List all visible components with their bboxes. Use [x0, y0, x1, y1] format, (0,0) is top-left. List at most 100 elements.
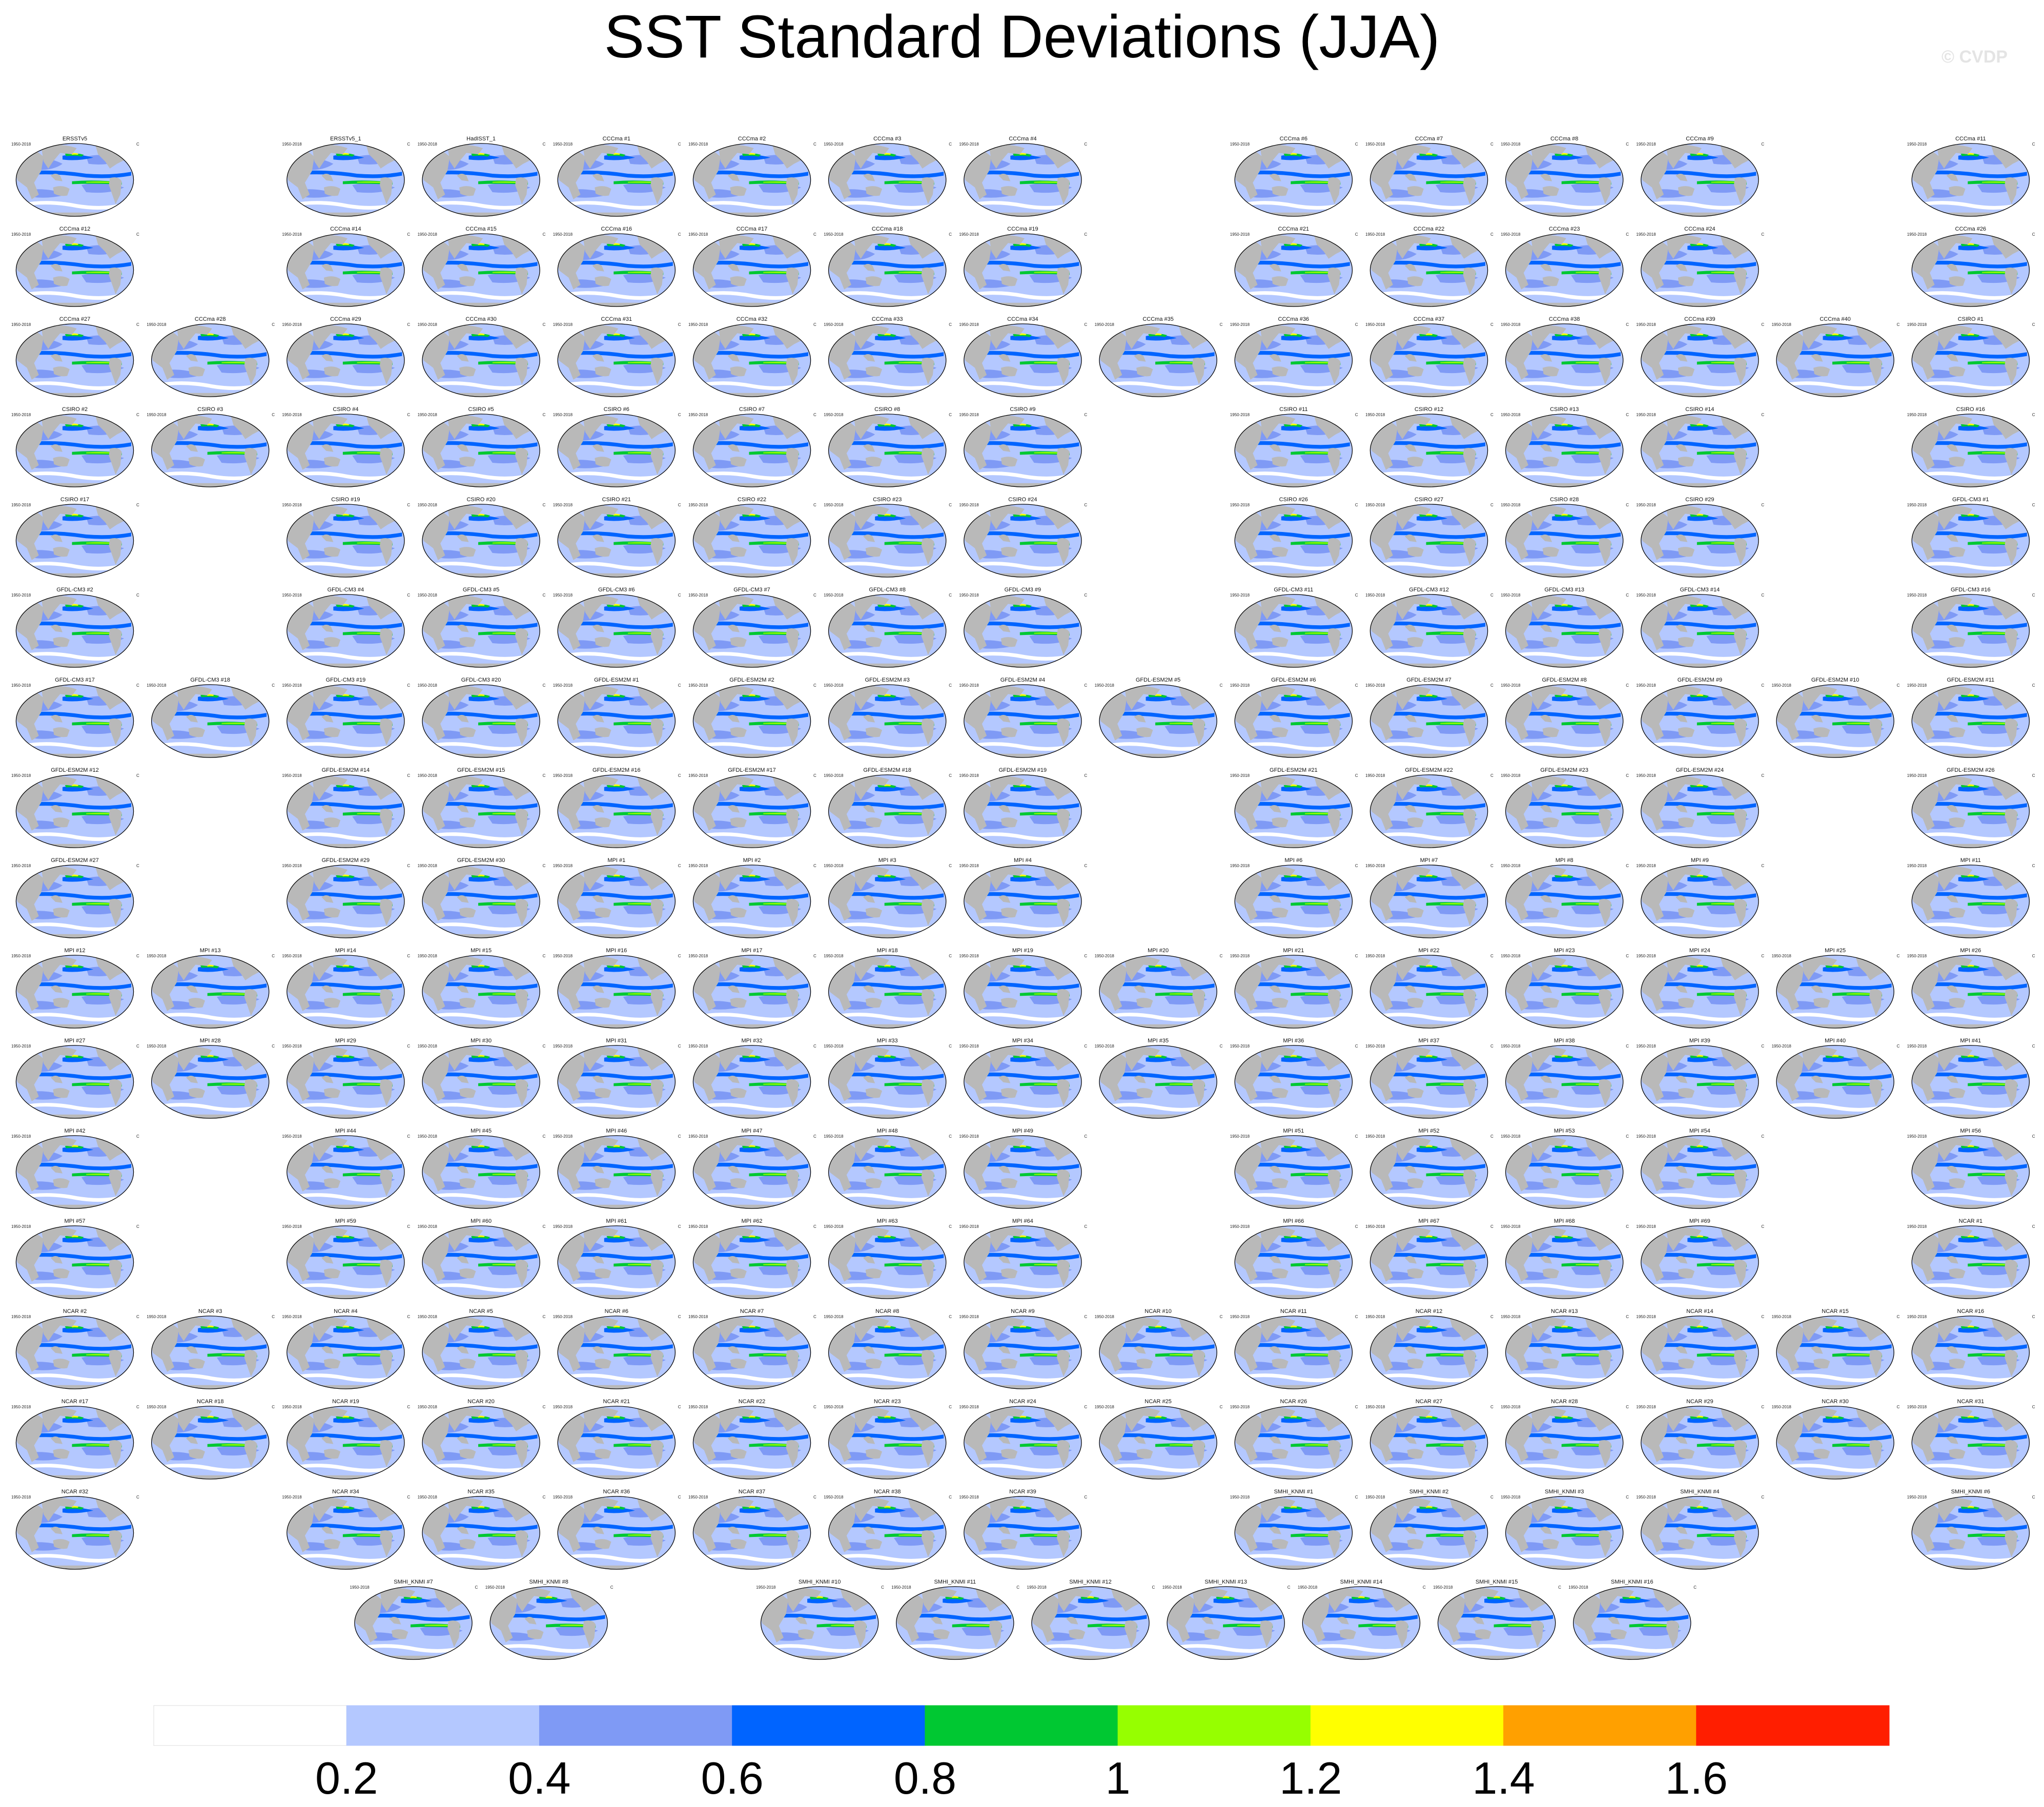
- map-panel: CCCma #29 1950-2018 C: [282, 316, 410, 398]
- map-panel-units: C: [407, 1315, 410, 1319]
- map-panel-period: 1950-2018: [1501, 683, 1521, 688]
- map-panel-period: 1950-2018: [282, 593, 302, 598]
- map-panel-period: 1950-2018: [147, 322, 167, 327]
- colorbar-swatch: [1117, 1705, 1311, 1746]
- map-panel-units: C: [543, 773, 546, 778]
- map-panel-image: [286, 233, 405, 307]
- map-panel-units: C: [1761, 232, 1764, 237]
- map-panel-period: 1950-2018: [282, 1315, 302, 1319]
- map-panel: NCAR #23 1950-2018 C: [824, 1399, 952, 1480]
- map-panel-image: [557, 1135, 676, 1209]
- map-panel-title: MPI #56: [1960, 1128, 1981, 1134]
- map-panel-image: [1640, 684, 1760, 758]
- map-panel-period: 1950-2018: [688, 773, 708, 778]
- map-panel-period: 1950-2018: [1365, 142, 1385, 147]
- map-panel-title: NCAR #16: [1957, 1308, 1985, 1315]
- map-panel: GFDL-CM3 #8 1950-2018 C: [824, 587, 952, 668]
- map-panel-title: NCAR #1: [1959, 1218, 1982, 1224]
- map-panel-title: GFDL-ESM2M #21: [1270, 767, 1318, 773]
- map-panel-period: 1950-2018: [1907, 1405, 1927, 1409]
- map-panel-image: [828, 684, 947, 758]
- map-panel-title: MPI #19: [1012, 948, 1033, 954]
- map-panel-period: 1950-2018: [11, 773, 31, 778]
- map-panel-units: C: [543, 864, 546, 868]
- map-panel-title: MPI #1: [607, 857, 625, 864]
- map-panel-period: 1950-2018: [824, 142, 844, 147]
- map-panel-title: MPI #8: [1556, 857, 1573, 864]
- map-panel-period: 1950-2018: [1907, 322, 1927, 327]
- map-panel-image: [15, 593, 135, 668]
- map-panel-period: 1950-2018: [1568, 1585, 1588, 1590]
- map-panel-period: 1950-2018: [824, 322, 844, 327]
- map-panel: CSIRO #19 1950-2018 C: [282, 497, 410, 578]
- map-panel-period: 1950-2018: [418, 1315, 438, 1319]
- map-panel-image: [1775, 323, 1895, 398]
- map-panel-period: 1950-2018: [824, 232, 844, 237]
- map-panel: CSIRO #3 1950-2018 C: [147, 406, 275, 488]
- map-panel-period: 1950-2018: [1772, 683, 1792, 688]
- map-panel: CCCma #17 1950-2018 C: [688, 226, 816, 307]
- map-panel-units: C: [813, 593, 816, 598]
- map-panel-units: C: [136, 1044, 139, 1049]
- map-panel-period: 1950-2018: [350, 1585, 370, 1590]
- map-panel-period: 1950-2018: [1907, 413, 1927, 417]
- map-panel-units: C: [1761, 1224, 1764, 1229]
- map-panel-units: C: [678, 232, 681, 237]
- colorbar-tick-label: 0.4: [508, 1753, 570, 1803]
- map-panel-title: NCAR #28: [1551, 1399, 1578, 1405]
- map-panel-period: 1950-2018: [1907, 1224, 1927, 1229]
- map-panel-image: [1775, 954, 1895, 1029]
- map-panel-title: MPI #22: [1419, 948, 1440, 954]
- map-panel-image: [1640, 323, 1760, 398]
- map-panel-title: CSIRO #20: [466, 497, 495, 503]
- map-panel-image: [828, 1225, 947, 1300]
- map-panel-title: CCCma #6: [1280, 136, 1307, 142]
- map-panel-title: CCCma #38: [1549, 316, 1580, 322]
- map-panel-units: C: [813, 413, 816, 417]
- map-panel-units: C: [678, 954, 681, 958]
- map-panel-units: C: [949, 864, 952, 868]
- map-panel-units: C: [1084, 954, 1087, 958]
- map-panel: MPI #53 1950-2018 C: [1501, 1128, 1629, 1209]
- map-panel-period: 1950-2018: [688, 864, 708, 868]
- map-panel-period: 1950-2018: [1365, 683, 1385, 688]
- map-panel-period: 1950-2018: [418, 1134, 438, 1139]
- map-panel-image: [421, 774, 541, 849]
- map-panel-title: NCAR #35: [467, 1489, 495, 1495]
- map-panel: SMHI_KNMI #3 1950-2018 C: [1501, 1489, 1629, 1570]
- map-panel-title: MPI #16: [606, 948, 627, 954]
- map-panel-image: [1098, 1044, 1218, 1119]
- map-panel-units: C: [2032, 593, 2035, 598]
- map-panel-units: C: [949, 683, 952, 688]
- map-panel: GFDL-ESM2M #23 1950-2018 C: [1501, 767, 1629, 849]
- colorbar-tick-label: 1.4: [1472, 1753, 1535, 1803]
- map-panel: NCAR #17 1950-2018 C: [11, 1399, 139, 1480]
- map-panel-image: [1234, 774, 1353, 849]
- map-panel-title: MPI #40: [1825, 1038, 1846, 1044]
- map-panel-image: [15, 1495, 135, 1570]
- map-panel: GFDL-ESM2M #30 1950-2018 C: [418, 857, 546, 939]
- map-panel-image: [286, 593, 405, 668]
- colorbar-swatch: [153, 1705, 347, 1746]
- map-panel-image: [15, 233, 135, 307]
- map-panel-period: 1950-2018: [147, 683, 167, 688]
- map-panel-units: C: [2032, 864, 2035, 868]
- map-panel-period: 1950-2018: [688, 954, 708, 958]
- map-panel-image: [1911, 503, 2030, 578]
- map-panel: MPI #38 1950-2018 C: [1501, 1038, 1629, 1119]
- map-panel-title: MPI #64: [1012, 1218, 1033, 1224]
- map-panel: CCCma #39 1950-2018 C: [1636, 316, 1764, 398]
- map-panel-image: [557, 593, 676, 668]
- map-panel-units: C: [949, 1405, 952, 1409]
- map-panel-period: 1950-2018: [891, 1585, 911, 1590]
- map-panel-units: C: [1490, 1405, 1494, 1409]
- map-panel-units: C: [1355, 1405, 1358, 1409]
- map-panel-units: C: [2032, 954, 2035, 958]
- map-panel-period: 1950-2018: [824, 683, 844, 688]
- map-panel-period: 1950-2018: [418, 142, 438, 147]
- map-panel-title: CSIRO #17: [60, 497, 89, 503]
- map-panel: NCAR #36 1950-2018 C: [553, 1489, 681, 1570]
- map-panel-period: 1950-2018: [11, 1224, 31, 1229]
- map-panel-title: MPI #42: [65, 1128, 86, 1134]
- map-panel-period: 1950-2018: [282, 142, 302, 147]
